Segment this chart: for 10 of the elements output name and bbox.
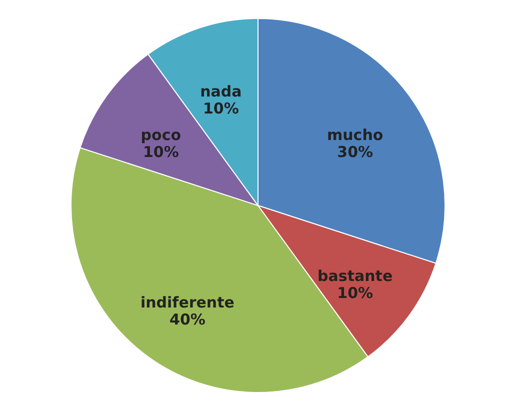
slice-label: indiferente [140, 294, 234, 312]
slice-label: bastante [318, 267, 393, 286]
data-label: 30% [337, 142, 374, 161]
data-label: 10% [142, 142, 179, 161]
slice-label: poco [140, 126, 182, 144]
data-label: 10% [337, 284, 374, 302]
slice-label: mucho [326, 126, 384, 144]
data-label: 10% [202, 99, 239, 118]
data-label: 40% [170, 310, 206, 329]
slice-label: nada [200, 82, 242, 100]
